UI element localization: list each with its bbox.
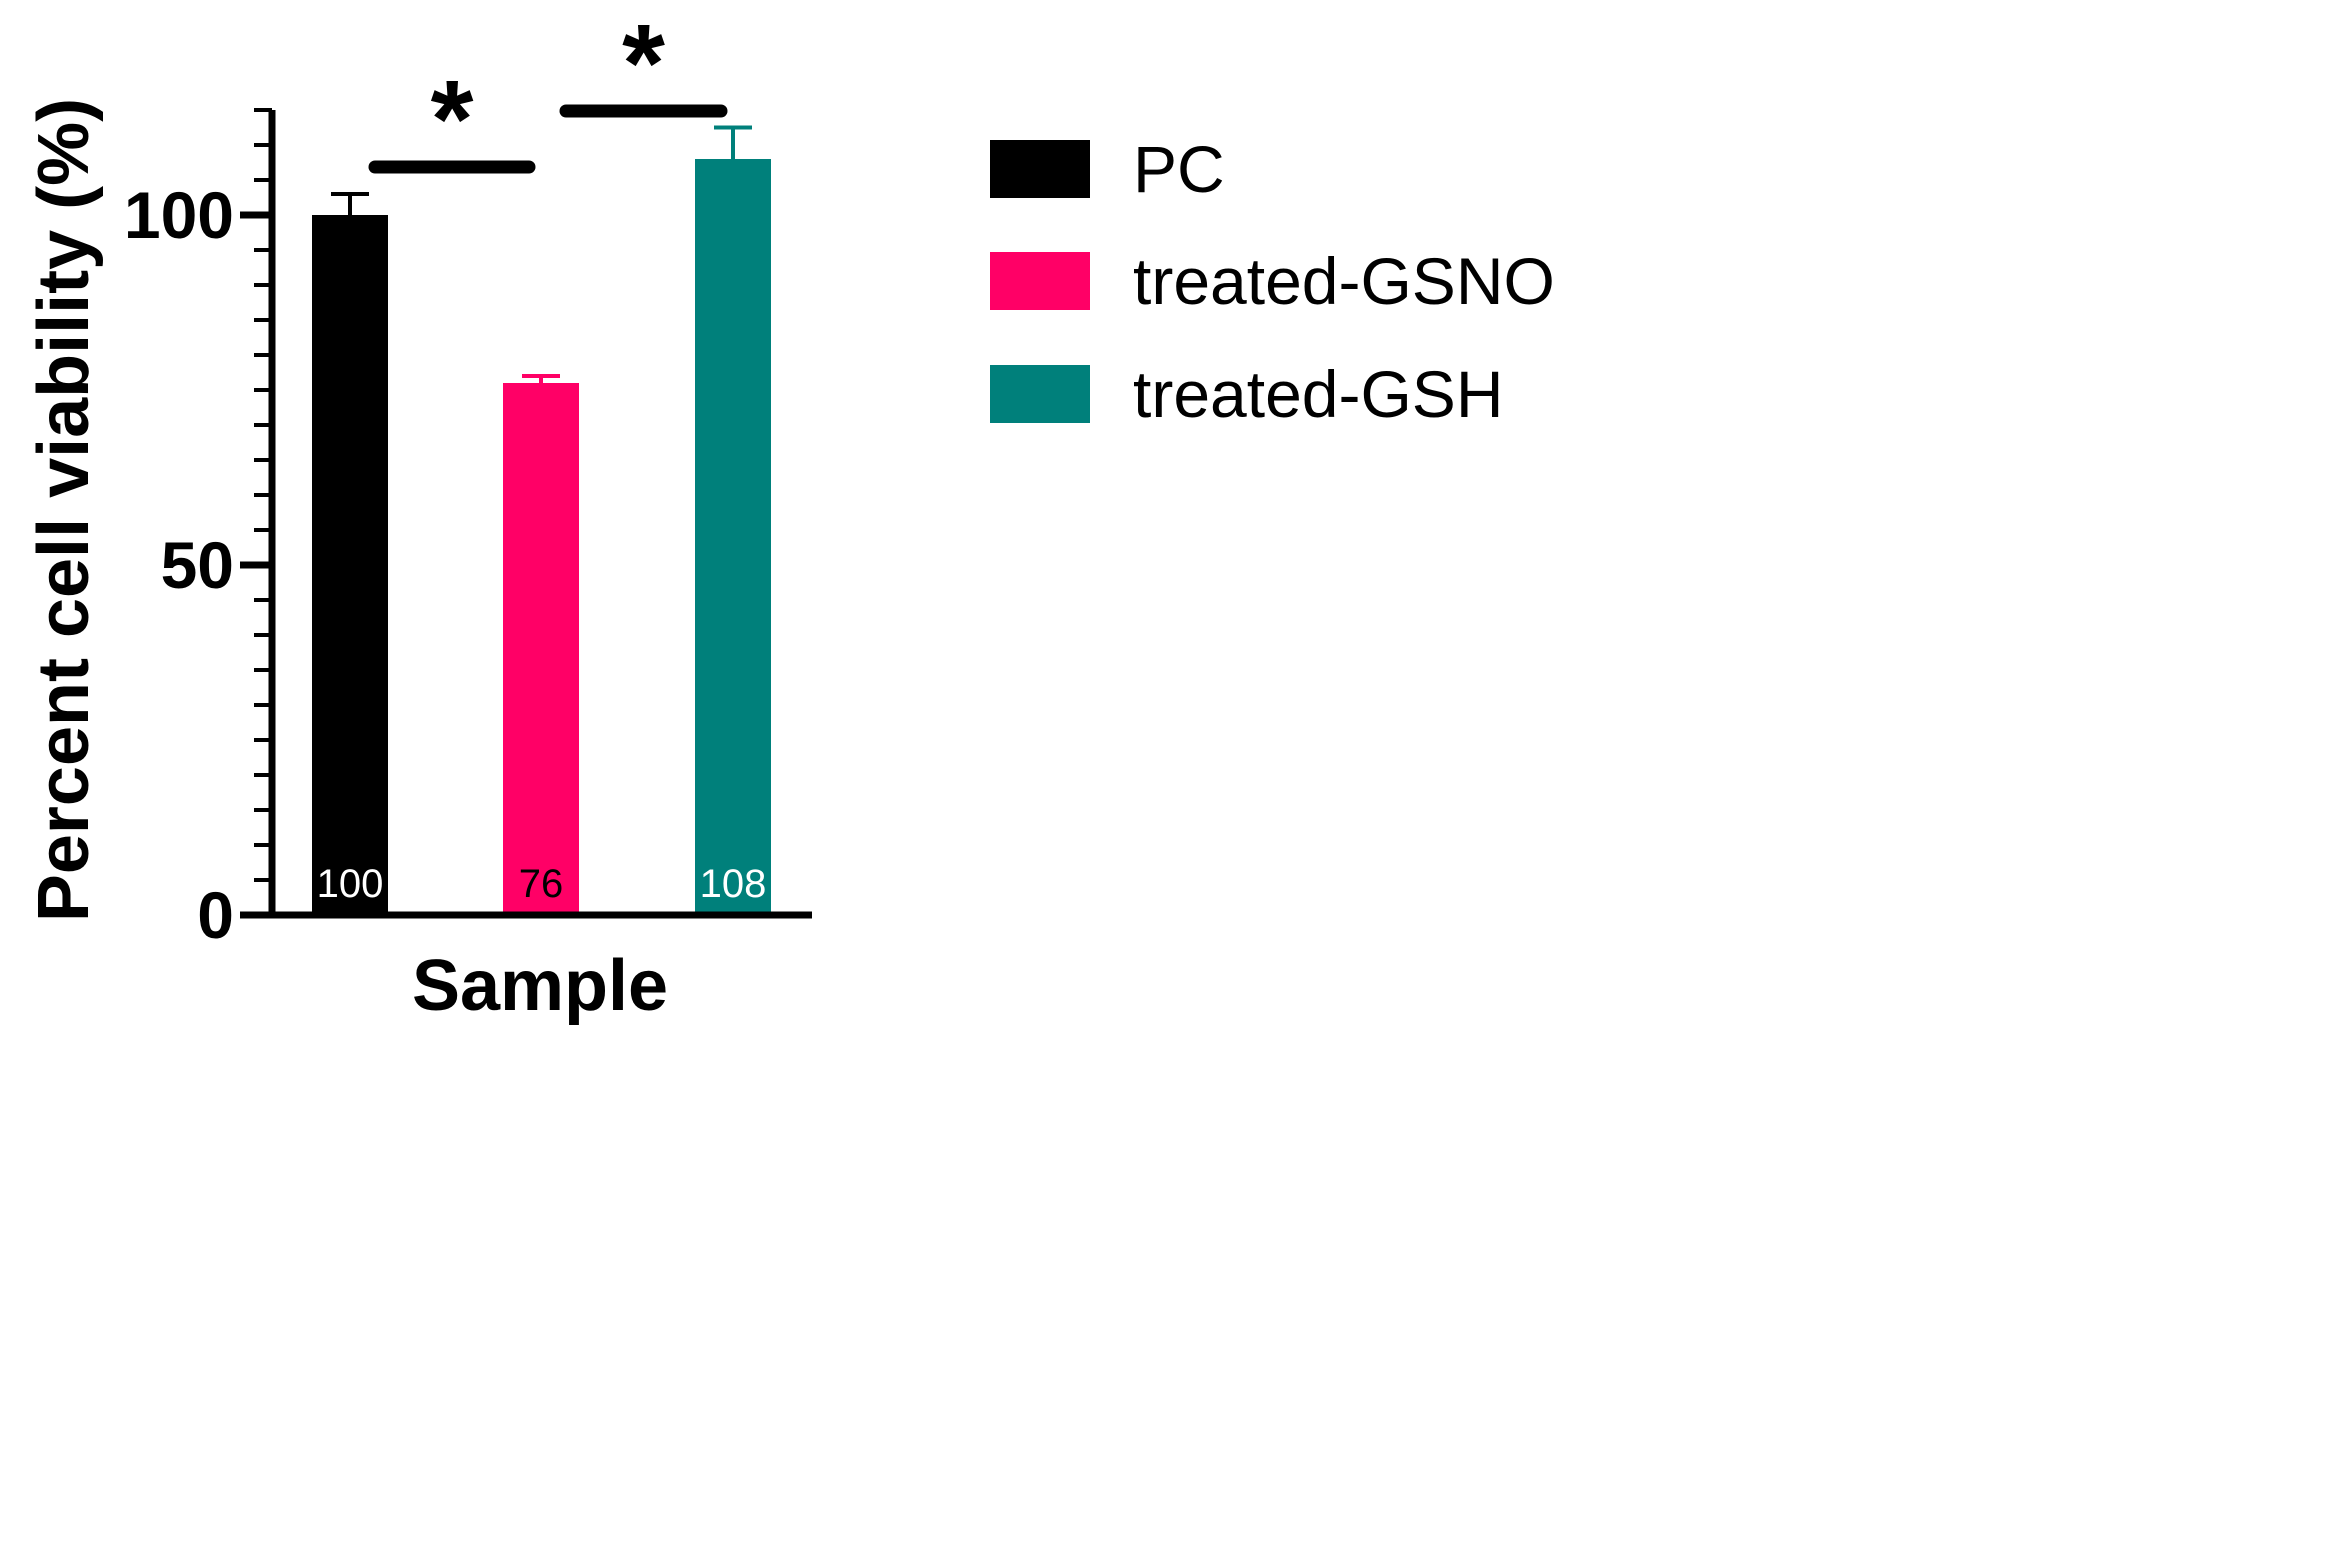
legend-label: treated-GSNO xyxy=(1133,244,1555,318)
significance-star: * xyxy=(622,2,665,125)
significance-star: * xyxy=(431,58,474,181)
data-label: 100 xyxy=(317,862,384,906)
bar-pc xyxy=(312,215,388,915)
legend-swatch xyxy=(990,252,1090,310)
bar-chart: 0 50 100 100 76 108 * * PC treated-GSNO treated… xyxy=(24,2,1555,1026)
bars-group xyxy=(312,159,771,915)
legend-swatch xyxy=(990,140,1090,198)
legend-swatch xyxy=(990,365,1090,423)
data-label: 108 xyxy=(700,862,767,906)
y-axis-title: Percent cell viability (%) xyxy=(24,98,104,922)
error-bars-group xyxy=(331,125,752,383)
legend: PC treated-GSNO treated-GSH xyxy=(990,132,1555,431)
legend-label: PC xyxy=(1133,132,1225,206)
y-tick-label: 0 xyxy=(197,878,234,952)
significance-group: * * xyxy=(368,2,728,181)
x-axis-title: Sample xyxy=(412,946,668,1026)
data-labels-group: 100 76 108 xyxy=(317,862,767,906)
bar-treated-gsh xyxy=(695,159,771,915)
data-label: 76 xyxy=(519,862,564,906)
y-tick-label: 50 xyxy=(161,528,234,602)
y-axis: 0 50 100 xyxy=(124,108,276,952)
bar-treated-gsno xyxy=(503,383,579,915)
y-tick-label: 100 xyxy=(124,178,234,252)
legend-label: treated-GSH xyxy=(1133,357,1503,431)
